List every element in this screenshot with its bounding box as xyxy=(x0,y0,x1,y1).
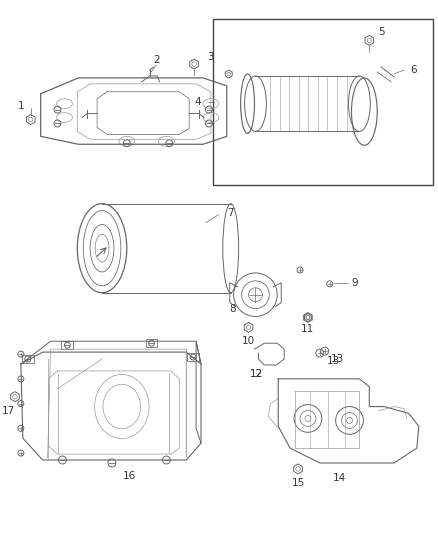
Text: 4: 4 xyxy=(195,96,201,107)
Text: 17: 17 xyxy=(1,406,14,416)
Text: 10: 10 xyxy=(242,336,255,346)
Text: 13: 13 xyxy=(331,354,344,364)
Text: 8: 8 xyxy=(230,304,236,313)
Bar xyxy=(22,355,34,363)
Text: 12: 12 xyxy=(250,369,263,379)
Text: 15: 15 xyxy=(291,478,305,488)
Text: 2: 2 xyxy=(153,55,160,65)
Text: 16: 16 xyxy=(123,471,136,481)
Text: 14: 14 xyxy=(333,473,346,483)
Text: 1: 1 xyxy=(18,101,24,111)
Text: 3: 3 xyxy=(208,52,214,62)
Bar xyxy=(213,19,433,185)
Bar xyxy=(61,341,73,349)
Text: 6: 6 xyxy=(410,65,417,75)
Text: 12: 12 xyxy=(250,369,263,379)
Text: 11: 11 xyxy=(301,325,314,334)
Bar xyxy=(187,353,199,361)
Text: 5: 5 xyxy=(378,27,385,37)
Bar xyxy=(145,339,158,347)
Text: 9: 9 xyxy=(351,278,358,288)
Text: 13: 13 xyxy=(327,356,340,366)
Text: 7: 7 xyxy=(227,207,234,217)
